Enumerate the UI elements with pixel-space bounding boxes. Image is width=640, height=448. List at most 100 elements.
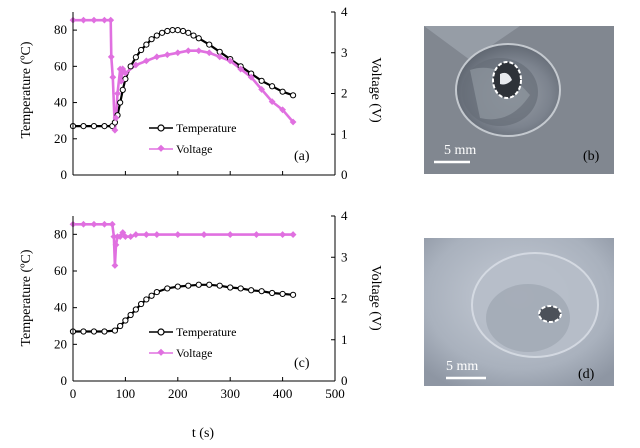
temperature-point <box>190 32 197 39</box>
voltage-point <box>226 231 234 238</box>
voltage-line <box>73 223 294 266</box>
voltage-point <box>80 220 87 228</box>
temperature-point <box>101 123 108 130</box>
left-tick-label: 20 <box>54 131 67 146</box>
voltage-point <box>101 16 108 24</box>
right-axis-label: Voltage (V) <box>368 57 383 123</box>
voltage-point <box>268 98 276 106</box>
temperature-point <box>101 328 108 335</box>
voltage-point <box>108 220 116 228</box>
right-tick-label: 2 <box>341 291 348 306</box>
left-axis-label: Temperature (ºC) <box>19 249 34 346</box>
temperature-point <box>90 123 98 130</box>
photo-b-scale-text: 5 mm <box>444 143 476 158</box>
temperature-point <box>248 287 255 294</box>
photo-b-label: (b) <box>583 149 600 164</box>
left-tick-label: 40 <box>54 300 67 315</box>
temperature-point <box>206 281 213 288</box>
temperature-point <box>132 54 139 61</box>
temperature-point <box>174 283 181 290</box>
temperature-point <box>237 285 244 292</box>
voltage-line <box>73 18 295 131</box>
temperature-point <box>138 300 145 308</box>
temperature-point <box>148 292 155 299</box>
voltage-point <box>279 231 286 238</box>
x-tick-label: 300 <box>220 386 240 401</box>
temperature-point <box>185 29 192 36</box>
voltage-point <box>101 220 108 228</box>
x-tick-label: 400 <box>273 386 293 401</box>
voltage-point <box>122 233 129 241</box>
legend: Temperature Voltage <box>149 121 236 156</box>
temperature-point <box>279 88 286 95</box>
x-tick-label: 0 <box>70 386 77 401</box>
voltage-point <box>195 47 203 55</box>
temperature-point <box>119 86 126 93</box>
voltage-point <box>279 106 286 114</box>
temperature-point <box>258 77 265 84</box>
right-tick-label: 4 <box>341 208 348 223</box>
voltage-point <box>122 69 129 77</box>
temperature-point <box>164 285 171 292</box>
voltage-point <box>289 118 297 126</box>
left-tick-label: 60 <box>54 263 67 278</box>
photo-b: 5 mm (b) <box>424 26 614 174</box>
voltage-point <box>111 126 119 134</box>
voltage-point <box>109 73 117 81</box>
temperature-point <box>289 92 297 99</box>
left-axis-label: Temperature (ºC) <box>19 41 34 138</box>
temperature-point <box>195 281 202 288</box>
voltage-point <box>107 16 115 24</box>
legend-voltage: Voltage <box>176 142 212 156</box>
voltage-point <box>289 231 297 238</box>
photo-d-scale-text: 5 mm <box>446 359 478 374</box>
temperature-point <box>117 99 124 106</box>
chart-panel-a: 0 20 40 60 80 0 1 2 3 4 Temperature (ºC) Voltage … <box>19 4 383 182</box>
voltage-point <box>163 51 171 59</box>
temperature-point <box>258 288 265 295</box>
right-tick-label: 3 <box>341 45 348 60</box>
voltage-point <box>174 231 182 238</box>
temperature-point <box>153 32 160 39</box>
temperature-point <box>111 119 119 126</box>
temperature-point <box>80 328 87 335</box>
temperature-point <box>269 289 276 297</box>
x-axis-label: t (s) <box>192 426 215 441</box>
temperature-point <box>127 311 134 319</box>
voltage-point <box>174 49 182 57</box>
right-tick-label: 0 <box>341 373 348 388</box>
voltage-point <box>107 53 115 61</box>
temperature-point <box>80 123 87 130</box>
voltage-point <box>111 262 119 269</box>
x-tick-label: 500 <box>325 386 345 401</box>
temperature-line <box>73 29 294 128</box>
temperature-point <box>279 290 286 298</box>
temperature-point <box>143 41 150 48</box>
left-tick-label: 80 <box>54 22 67 37</box>
voltage-point <box>184 47 192 55</box>
voltage-point <box>132 61 140 69</box>
right-axis-label: Voltage (V) <box>368 265 383 331</box>
voltage-point <box>142 231 150 238</box>
temperature-point <box>90 328 98 335</box>
temperature-point <box>158 29 166 36</box>
temperature-point <box>138 46 145 54</box>
left-tick-label: 20 <box>54 336 67 351</box>
voltage-point <box>205 49 213 57</box>
voltage-point <box>90 16 98 24</box>
x-tick-label: 200 <box>168 386 188 401</box>
temperature-point <box>195 35 202 42</box>
temperature-point <box>227 284 234 291</box>
panel-label: (c) <box>294 356 310 371</box>
voltage-point <box>90 220 98 228</box>
voltage-point <box>237 65 245 73</box>
temperature-point <box>179 27 187 35</box>
voltage-point <box>110 233 118 241</box>
temperature-point <box>185 282 192 289</box>
right-tick-label: 3 <box>341 249 348 264</box>
voltage-point <box>153 231 161 238</box>
legend-voltage: Voltage <box>176 346 212 360</box>
voltage-point <box>127 233 135 241</box>
